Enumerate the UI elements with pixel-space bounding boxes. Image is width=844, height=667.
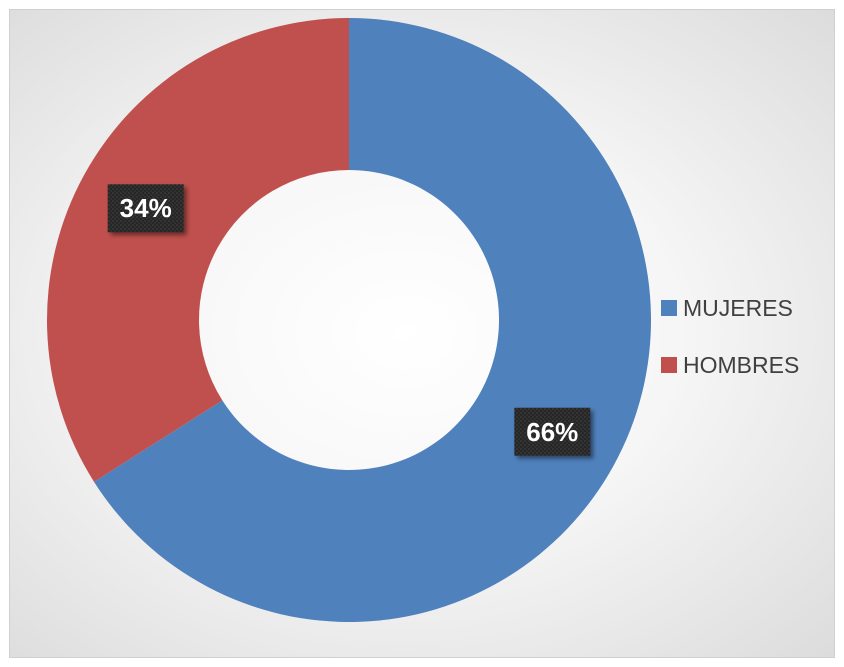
data-label-text-mujeres: 66% [526, 417, 578, 447]
legend-item-hombres: HOMBRES [661, 352, 799, 378]
legend-label-hombres: HOMBRES [683, 352, 799, 378]
slice-hombres [47, 18, 350, 482]
data-label-box-mujeres [514, 407, 591, 456]
data-label-mujeres: 66% [514, 407, 591, 456]
legend-label-mujeres: MUJERES [683, 295, 793, 321]
data-label-text-hombres: 34% [120, 193, 172, 223]
slice-mujeres [94, 18, 652, 622]
legend-swatch-hombres [661, 357, 677, 373]
legend: MUJERES HOMBRES [661, 295, 799, 378]
legend-swatch-mujeres [661, 300, 677, 316]
data-label-box-hombres [107, 184, 184, 233]
data-labels: 66% 34% [107, 184, 591, 456]
donut-slices [47, 18, 652, 622]
data-label-hombres: 34% [107, 184, 184, 233]
legend-item-mujeres: MUJERES [661, 295, 793, 321]
